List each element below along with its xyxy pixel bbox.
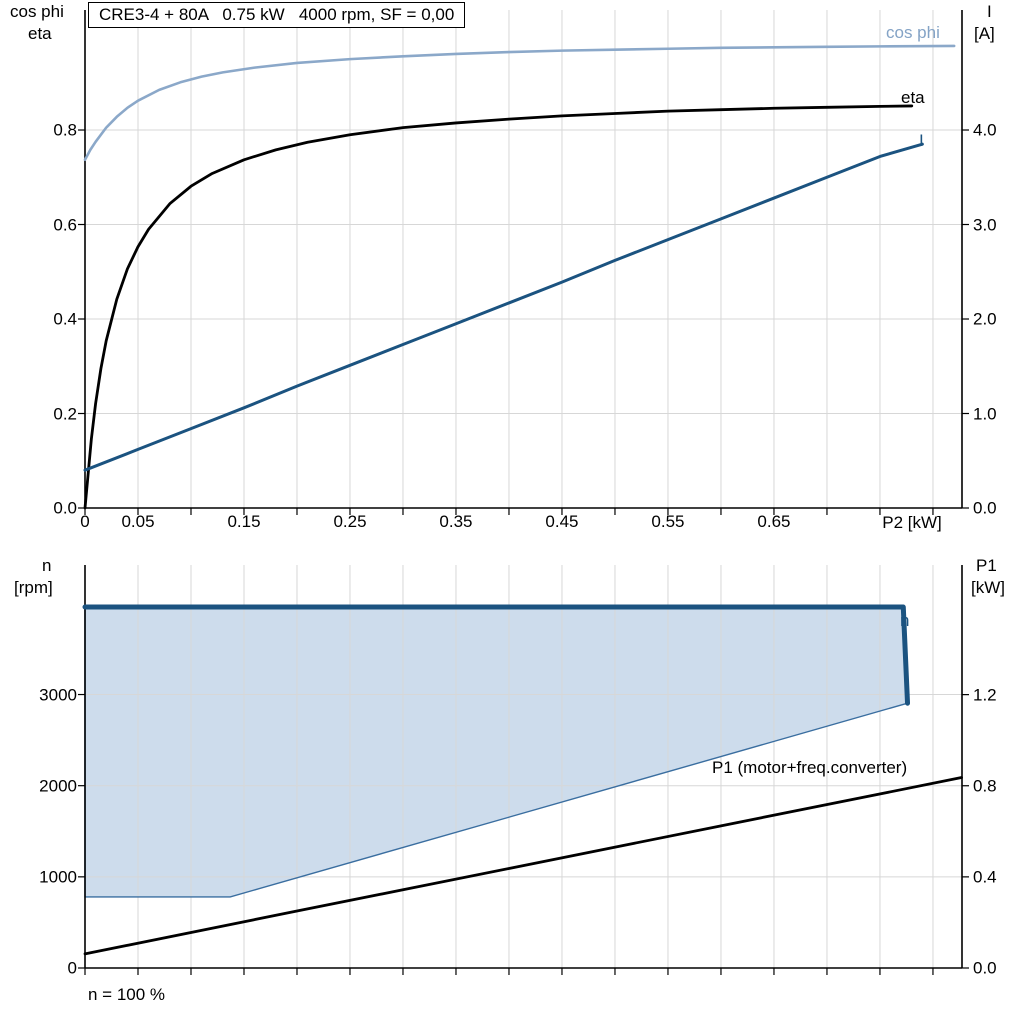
curve-p1-motor-freq-converter-: [83, 776, 963, 956]
x-axis-unit-label: P2 [kW]: [882, 513, 942, 532]
cosphi-curve-label: cos phi: [886, 23, 940, 42]
x-tick-label: 0.15: [227, 512, 261, 531]
y-left-tick-label: 0: [67, 958, 77, 978]
y-left-tick-label: 0.2: [53, 404, 77, 423]
x-tick-label: 0.45: [545, 512, 579, 531]
speed-range-region: [85, 607, 908, 897]
y-left-tick-label: 0.0: [53, 498, 77, 518]
y-left-tick-label: 2000: [39, 776, 77, 796]
y-right-tick-label: 1.0: [973, 404, 997, 423]
y-right-tick-label: 4.0: [973, 120, 997, 140]
y-left-tick-label: 1000: [39, 867, 77, 887]
y-left-tick-label: 3000: [39, 685, 77, 705]
x-tick-label: 0.25: [333, 512, 367, 531]
chart-title-box: CRE3-4 + 80A 0.75 kW 4000 rpm, SF = 0,00: [88, 2, 466, 28]
y-left-tick-label: 0.8: [53, 120, 77, 140]
curve-i: [83, 142, 924, 472]
x-tick-label: 0.65: [757, 512, 791, 531]
x-tick-label: 0: [80, 512, 90, 531]
x-tick-label: 0.05: [121, 512, 155, 531]
top-right-axis-title-line1: I: [987, 2, 992, 21]
eta-curve-label: eta: [901, 88, 925, 107]
y-left-tick-label: 0.4: [53, 309, 77, 329]
curve-eta: [83, 104, 914, 510]
y-right-tick-label: 0.0: [973, 958, 997, 978]
top-left-axis-title-line1: cos phi: [10, 2, 64, 21]
x-tick-label: 0.55: [651, 512, 685, 531]
curve-cos-phi: [83, 44, 956, 162]
top-right-axis-title-line2: [A]: [974, 24, 995, 43]
bottom-left-axis-title-line1: n: [42, 556, 52, 575]
y-right-tick-label: 0.4: [973, 867, 997, 887]
bottom-right-axis-title-line2: [kW]: [971, 578, 1005, 597]
y-right-tick-label: 2.0: [973, 309, 997, 329]
y-right-tick-label: 1.2: [973, 685, 997, 705]
y-right-tick-label: 3.0: [973, 215, 997, 234]
speed-percentage-footnote: n = 100 %: [88, 985, 166, 1004]
speed-max-line: [82, 604, 911, 706]
y-left-tick-label: 0.6: [53, 215, 77, 234]
y-right-tick-label: 0.0: [973, 498, 997, 518]
current-curve-label: I: [919, 131, 924, 150]
y-right-tick-label: 0.8: [973, 776, 997, 796]
speed-region-label: n: [900, 611, 910, 630]
p1-curve-label: P1 (motor+freq.converter): [712, 758, 908, 777]
top-left-axis-title-line2: eta: [28, 24, 52, 43]
x-tick-label: 0.35: [439, 512, 473, 531]
bottom-left-axis-title-line2: [rpm]: [14, 578, 53, 597]
bottom-right-axis-title-line1: P1: [976, 556, 997, 575]
